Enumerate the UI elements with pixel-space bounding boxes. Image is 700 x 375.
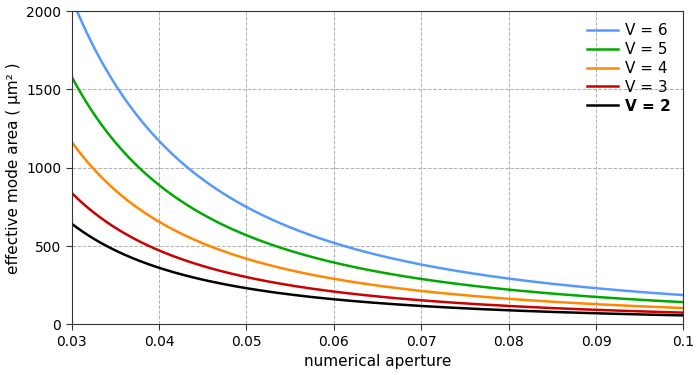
V = 5 <box>556 292 564 297</box>
V = 4 <box>545 299 553 304</box>
V = 3 <box>67 190 76 195</box>
V = 2 <box>556 310 564 314</box>
V = 4 <box>556 300 564 304</box>
Line: V = 3: V = 3 <box>71 193 683 313</box>
V = 5 <box>130 160 139 165</box>
V = 5 <box>315 256 323 261</box>
V = 5 <box>545 291 553 296</box>
V = 2 <box>130 256 139 261</box>
V = 3 <box>556 306 564 310</box>
V = 3 <box>679 310 687 315</box>
V = 3 <box>315 287 323 292</box>
Line: V = 5: V = 5 <box>71 76 683 302</box>
V = 6 <box>315 236 323 240</box>
V = 4 <box>488 295 496 300</box>
V = 4 <box>337 278 345 282</box>
V = 2 <box>488 308 496 312</box>
V = 2 <box>337 298 345 302</box>
V = 6 <box>545 281 553 286</box>
V = 5 <box>488 286 496 290</box>
V = 3 <box>337 290 345 295</box>
Legend: V = 6, V = 5, V = 4, V = 3, V = 2: V = 6, V = 5, V = 4, V = 3, V = 2 <box>582 19 676 118</box>
V = 2 <box>315 296 323 300</box>
Line: V = 6: V = 6 <box>71 0 683 295</box>
V = 6 <box>130 110 139 114</box>
V = 2 <box>67 221 76 226</box>
V = 4 <box>130 203 139 208</box>
V = 6 <box>488 274 496 279</box>
V = 2 <box>545 309 553 314</box>
Line: V = 4: V = 4 <box>71 142 683 308</box>
V = 4 <box>679 306 687 310</box>
V = 5 <box>337 262 345 267</box>
X-axis label: numerical aperture: numerical aperture <box>304 354 452 369</box>
V = 3 <box>488 303 496 307</box>
Line: V = 2: V = 2 <box>71 224 683 315</box>
V = 5 <box>67 74 76 79</box>
V = 4 <box>315 274 323 278</box>
V = 3 <box>130 236 139 241</box>
V = 5 <box>679 300 687 304</box>
V = 4 <box>67 140 76 144</box>
V = 6 <box>337 243 345 248</box>
V = 6 <box>679 293 687 297</box>
Y-axis label: effective mode area ( μm² ): effective mode area ( μm² ) <box>6 62 20 273</box>
V = 2 <box>679 313 687 318</box>
V = 6 <box>556 282 564 287</box>
V = 3 <box>545 306 553 310</box>
